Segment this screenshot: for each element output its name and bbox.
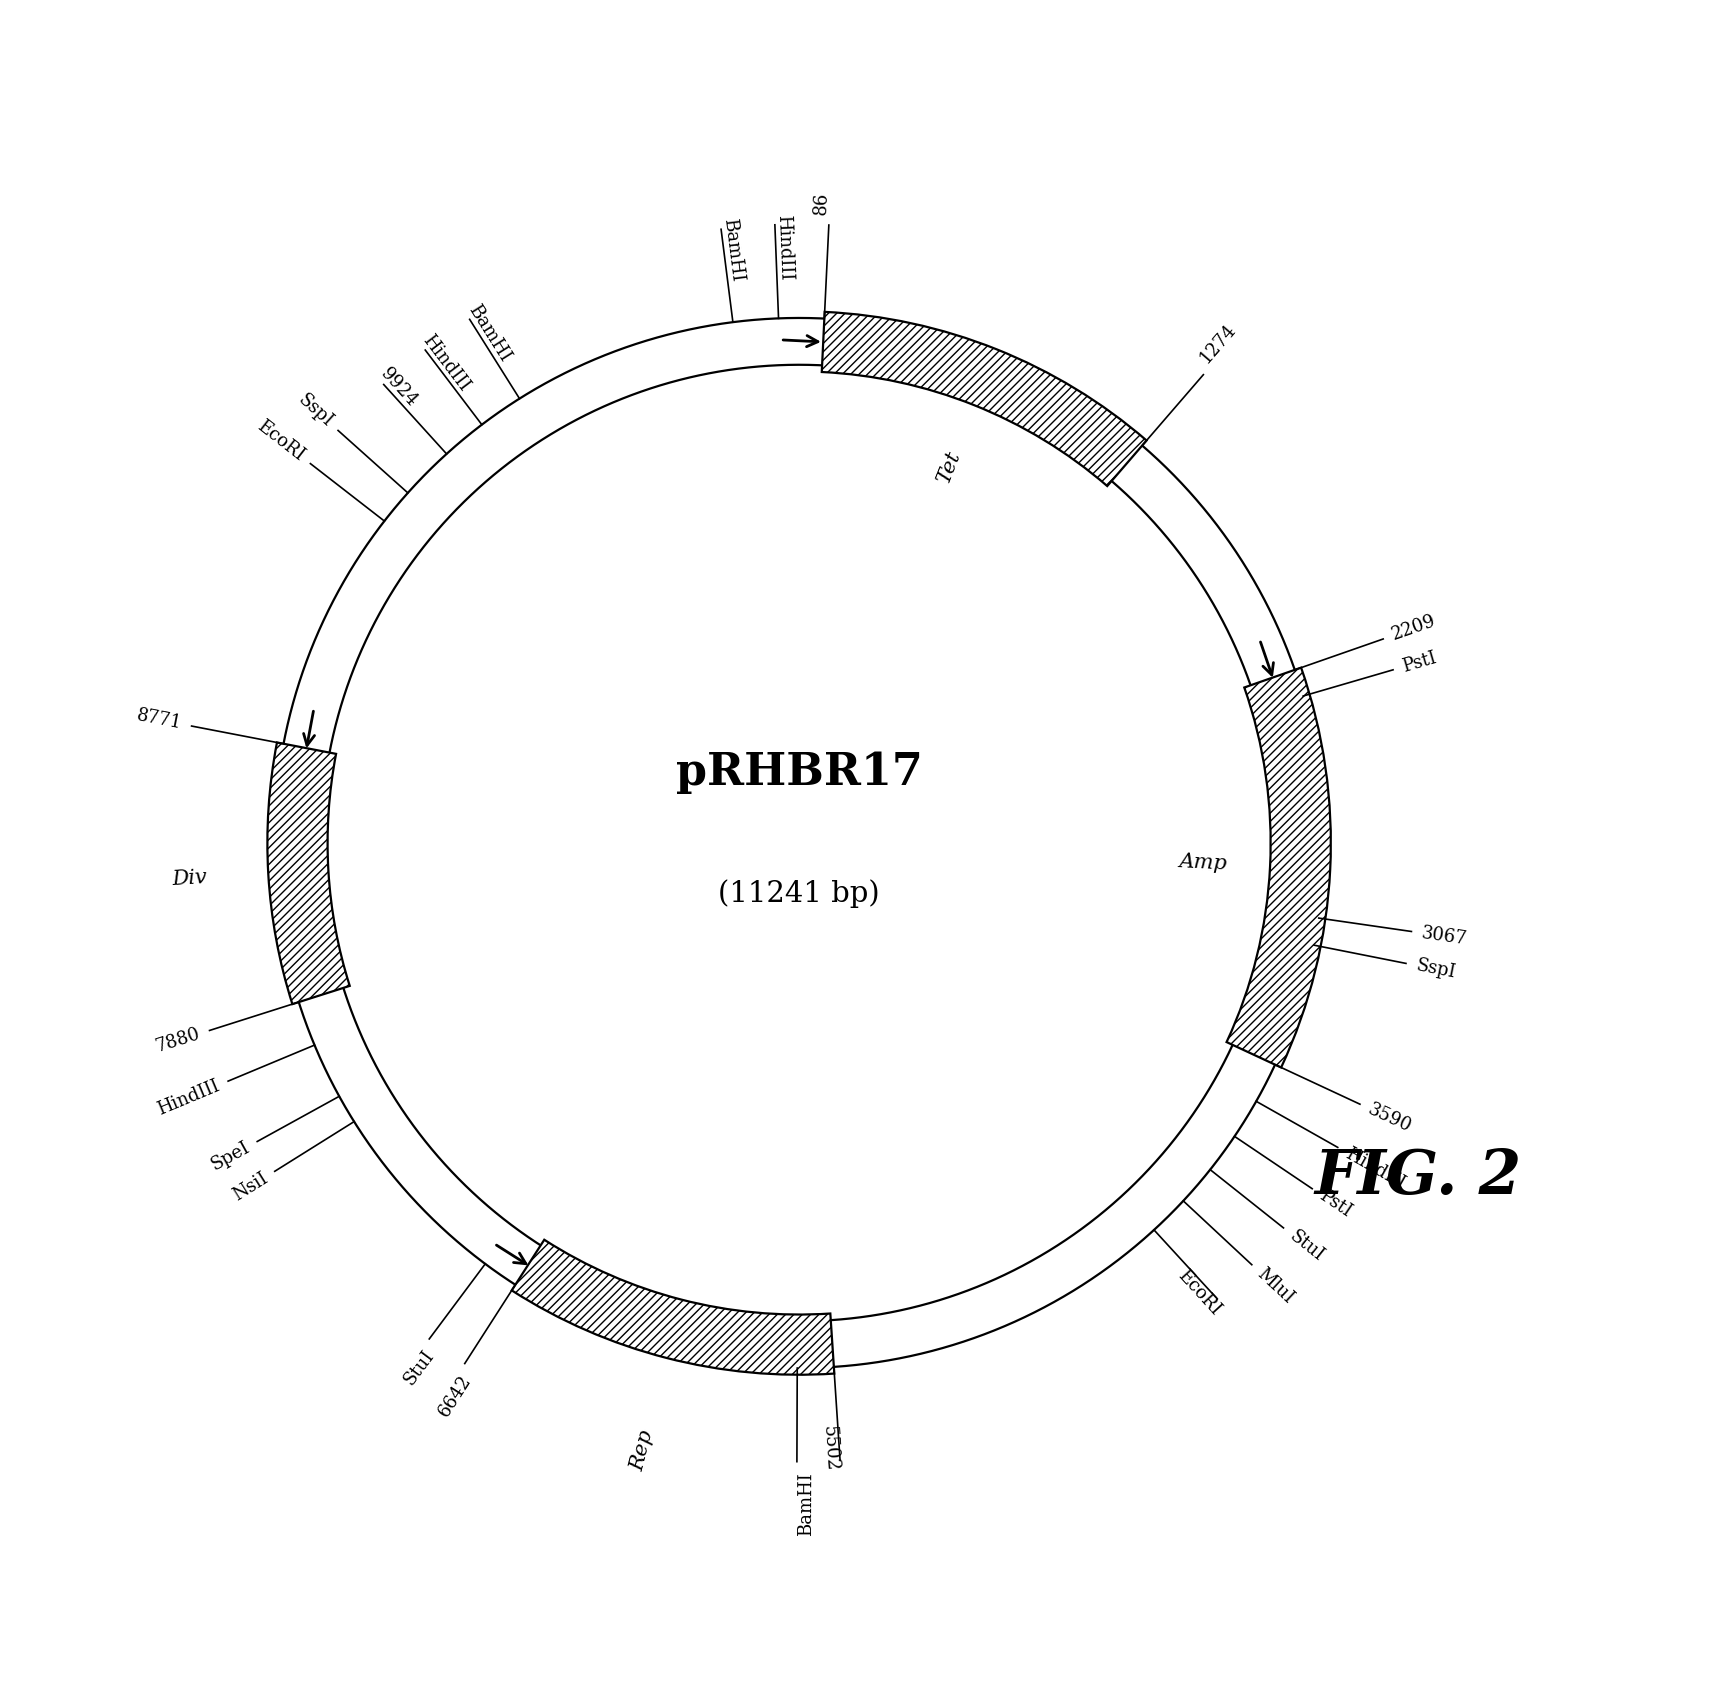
Wedge shape xyxy=(821,312,1147,486)
Text: 6642: 6642 xyxy=(435,1372,475,1420)
Text: 8771: 8771 xyxy=(135,706,184,733)
Text: FIG. 2: FIG. 2 xyxy=(1315,1148,1521,1207)
Text: BamHI: BamHI xyxy=(464,302,513,364)
Text: StuI: StuI xyxy=(1285,1227,1327,1264)
Wedge shape xyxy=(511,1239,835,1374)
Text: BamHI: BamHI xyxy=(721,217,746,283)
Text: SpeI: SpeI xyxy=(208,1138,253,1173)
Text: NsiI: NsiI xyxy=(229,1168,270,1204)
Text: StuI: StuI xyxy=(400,1347,438,1389)
Text: 3590: 3590 xyxy=(1365,1101,1415,1136)
Text: EcoRI: EcoRI xyxy=(255,416,308,465)
Text: HindIII: HindIII xyxy=(419,330,473,395)
Wedge shape xyxy=(1226,668,1330,1067)
Text: EcoRI: EcoRI xyxy=(1174,1266,1225,1318)
Text: HindIII: HindIII xyxy=(154,1077,222,1118)
Text: 9924: 9924 xyxy=(378,364,421,411)
Text: SspI: SspI xyxy=(294,391,336,430)
Wedge shape xyxy=(267,742,350,1005)
Text: Rep: Rep xyxy=(629,1428,656,1472)
Text: SspI: SspI xyxy=(1413,956,1457,981)
Text: PstI: PstI xyxy=(1399,649,1439,676)
Text: BamHI: BamHI xyxy=(797,1472,814,1536)
Text: 5502: 5502 xyxy=(819,1425,840,1472)
Text: 3067: 3067 xyxy=(1420,924,1469,949)
Text: Div: Div xyxy=(171,868,208,890)
Text: MluI: MluI xyxy=(1252,1264,1297,1307)
Text: HindIII: HindIII xyxy=(1342,1145,1408,1192)
Text: PstI: PstI xyxy=(1316,1187,1354,1221)
Text: pRHBR17: pRHBR17 xyxy=(675,752,923,794)
Text: 2209: 2209 xyxy=(1389,612,1439,644)
Text: 1274: 1274 xyxy=(1197,320,1240,368)
Text: Amp: Amp xyxy=(1179,853,1228,873)
Text: HindIII: HindIII xyxy=(774,214,795,280)
Text: (11241 bp): (11241 bp) xyxy=(719,878,880,907)
Text: 7880: 7880 xyxy=(154,1025,203,1055)
Text: Tet: Tet xyxy=(934,448,965,486)
Text: 86: 86 xyxy=(811,191,830,216)
